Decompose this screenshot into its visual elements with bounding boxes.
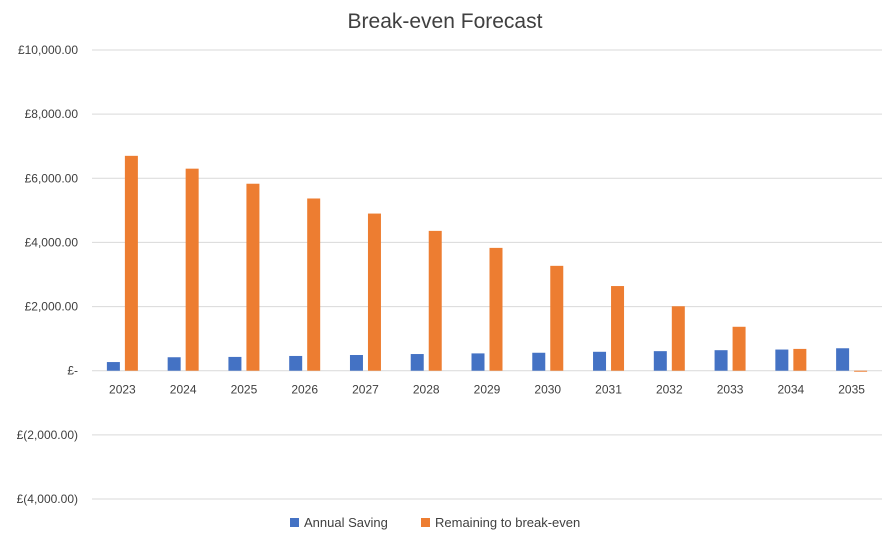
legend-swatch [290,518,299,527]
x-tick-label: 2032 [656,383,683,397]
bar-remaining-2027 [367,213,381,371]
bars [106,155,868,372]
legend-swatch [421,518,430,527]
y-tick-label: £10,000.00 [18,43,78,57]
bar-remaining-2029 [489,247,503,371]
y-tick-label: £(4,000.00) [17,492,78,506]
x-tick-label: 2028 [413,383,440,397]
bar-remaining-2034 [793,348,807,371]
x-tick-label: 2029 [474,383,501,397]
x-tick-label: 2035 [838,383,865,397]
bar-annual-saving-2031 [593,351,607,371]
bar-remaining-2031 [611,286,625,371]
x-axis-ticks: 2023 2024 2025 2026 2027 2028 2029 2030 2031 2032… [109,383,865,397]
legend-label: Remaining to break-even [435,515,580,530]
bar-remaining-2024 [185,168,199,371]
x-tick-label: 2031 [595,383,622,397]
chart-title: Break-even Forecast [348,10,543,33]
y-tick-label: £(2,000.00) [17,428,78,442]
bar-remaining-2025 [246,183,260,371]
y-axis-ticks: £10,000.00 £8,000.00 £6,000.00 £4,000.00 £2,… [17,43,79,506]
x-tick-label: 2023 [109,383,136,397]
legend-label: Annual Saving [304,515,388,530]
y-tick-label: £2,000.00 [25,300,79,314]
x-tick-label: 2025 [231,383,258,397]
x-tick-label: 2026 [291,383,318,397]
x-tick-label: 2033 [717,383,744,397]
gridlines [92,49,882,500]
bar-annual-saving-2028 [410,354,424,371]
x-tick-label: 2024 [170,383,197,397]
bar-remaining-2035 [854,370,868,372]
bar-annual-saving-2027 [349,354,363,371]
bar-remaining-2028 [428,230,442,371]
bar-remaining-2026 [307,198,321,371]
x-tick-label: 2030 [534,383,561,397]
bar-remaining-2030 [550,265,564,371]
bar-remaining-2023 [124,155,138,371]
bar-remaining-2033 [732,326,746,371]
y-tick-label: £8,000.00 [25,107,79,121]
bar-annual-saving-2032 [653,351,667,371]
bar-annual-saving-2030 [532,352,546,371]
bar-remaining-2032 [671,306,685,371]
legend: Annual Saving Remaining to break-even [290,515,580,530]
bar-annual-saving-2033 [714,350,728,371]
y-tick-label: £4,000.00 [25,235,79,249]
bar-annual-saving-2029 [471,353,485,371]
bar-annual-saving-2024 [167,357,181,371]
x-tick-label: 2034 [777,383,804,397]
bar-annual-saving-2035 [836,348,850,371]
bar-annual-saving-2034 [775,349,789,371]
bar-annual-saving-2025 [228,356,242,371]
y-tick-label: £6,000.00 [25,171,79,185]
bar-annual-saving-2026 [289,355,303,371]
bar-annual-saving-2023 [106,362,120,371]
y-tick-label: £- [67,364,78,378]
x-tick-label: 2027 [352,383,379,397]
